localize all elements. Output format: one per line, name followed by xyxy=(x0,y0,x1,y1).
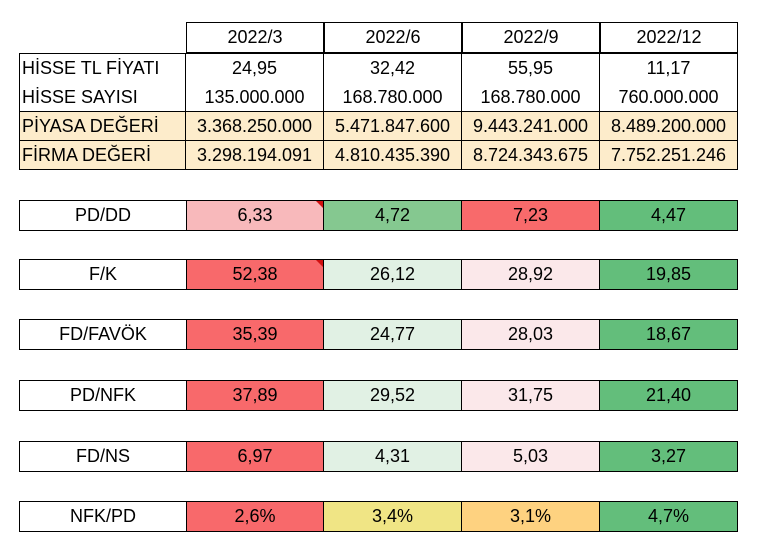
ratio-value-cell[interactable]: 19,85 xyxy=(600,259,738,290)
period-header-4[interactable]: 2022/12 xyxy=(600,22,738,53)
ratio-value-cell[interactable]: 37,89 xyxy=(186,380,324,411)
ratio-value-cell[interactable]: 3,1% xyxy=(462,501,600,532)
ratio-label-3[interactable]: FD/FAVÖK xyxy=(19,319,187,350)
ratio-value-cell[interactable]: 3,27 xyxy=(600,441,738,472)
info-block-border xyxy=(19,53,738,170)
info-value-cell[interactable]: 168.780.000 xyxy=(462,82,600,112)
ratio-value-cell[interactable]: 29,52 xyxy=(324,380,462,411)
ratio-label-6[interactable]: NFK/PD xyxy=(19,501,187,532)
ratio-value-cell[interactable]: 26,12 xyxy=(324,259,462,290)
info-value-cell[interactable]: 55,95 xyxy=(462,53,600,83)
ratio-value-cell[interactable]: 21,40 xyxy=(600,380,738,411)
ratio-label-2[interactable]: F/K xyxy=(19,259,187,290)
info-value-cell[interactable]: 32,42 xyxy=(324,53,462,83)
ratio-value-cell[interactable]: 4,47 xyxy=(600,200,738,231)
info-value-cell[interactable]: 7.752.251.246 xyxy=(600,140,738,170)
ratio-value-cell[interactable]: 4,7% xyxy=(600,501,738,532)
ratio-value-cell[interactable]: 18,67 xyxy=(600,319,738,350)
ratio-value-cell[interactable]: 6,33 xyxy=(186,200,324,231)
ratio-value-cell[interactable]: 24,77 xyxy=(324,319,462,350)
info-value-cell[interactable]: 4.810.435.390 xyxy=(324,140,462,170)
info-value-cell[interactable]: 24,95 xyxy=(186,53,324,83)
info-value-cell[interactable]: 3.368.250.000 xyxy=(186,111,324,141)
ratio-value-cell[interactable]: 6,97 xyxy=(186,441,324,472)
info-value-cell[interactable]: 9.443.241.000 xyxy=(462,111,600,141)
ratio-value-cell[interactable]: 28,03 xyxy=(462,319,600,350)
period-header-2[interactable]: 2022/6 xyxy=(324,22,462,53)
ratio-value-cell[interactable]: 4,31 xyxy=(324,441,462,472)
ratio-value-cell[interactable]: 35,39 xyxy=(186,319,324,350)
info-value-cell[interactable]: 8.724.343.675 xyxy=(462,140,600,170)
ratio-value-cell[interactable]: 3,4% xyxy=(324,501,462,532)
info-value-cell[interactable]: 5.471.847.600 xyxy=(324,111,462,141)
ratio-value-cell[interactable]: 5,03 xyxy=(462,441,600,472)
info-label-2[interactable]: HİSSE SAYISI xyxy=(19,82,186,112)
info-value-cell[interactable]: 168.780.000 xyxy=(324,82,462,112)
ratio-value-cell[interactable]: 7,23 xyxy=(462,200,600,231)
info-label-3[interactable]: PİYASA DEĞERİ xyxy=(19,111,186,141)
ratio-value-cell[interactable]: 4,72 xyxy=(324,200,462,231)
info-value-cell[interactable]: 3.298.194.091 xyxy=(186,140,324,170)
info-label-1[interactable]: HİSSE TL FİYATI xyxy=(19,53,186,83)
info-label-4[interactable]: FİRMA DEĞERİ xyxy=(19,140,186,170)
ratio-value-cell[interactable]: 31,75 xyxy=(462,380,600,411)
ratio-value-cell[interactable]: 28,92 xyxy=(462,259,600,290)
info-value-cell[interactable]: 135.000.000 xyxy=(186,82,324,112)
period-header-1[interactable]: 2022/3 xyxy=(186,22,324,53)
ratio-label-5[interactable]: FD/NS xyxy=(19,441,187,472)
ratio-value-cell[interactable]: 2,6% xyxy=(186,501,324,532)
ratio-label-1[interactable]: PD/DD xyxy=(19,200,187,231)
comment-indicator-icon[interactable] xyxy=(316,260,323,267)
ratio-value-cell[interactable]: 52,38 xyxy=(186,259,324,290)
comment-indicator-icon[interactable] xyxy=(316,201,323,208)
period-header-3[interactable]: 2022/9 xyxy=(462,22,600,53)
ratio-label-4[interactable]: PD/NFK xyxy=(19,380,187,411)
